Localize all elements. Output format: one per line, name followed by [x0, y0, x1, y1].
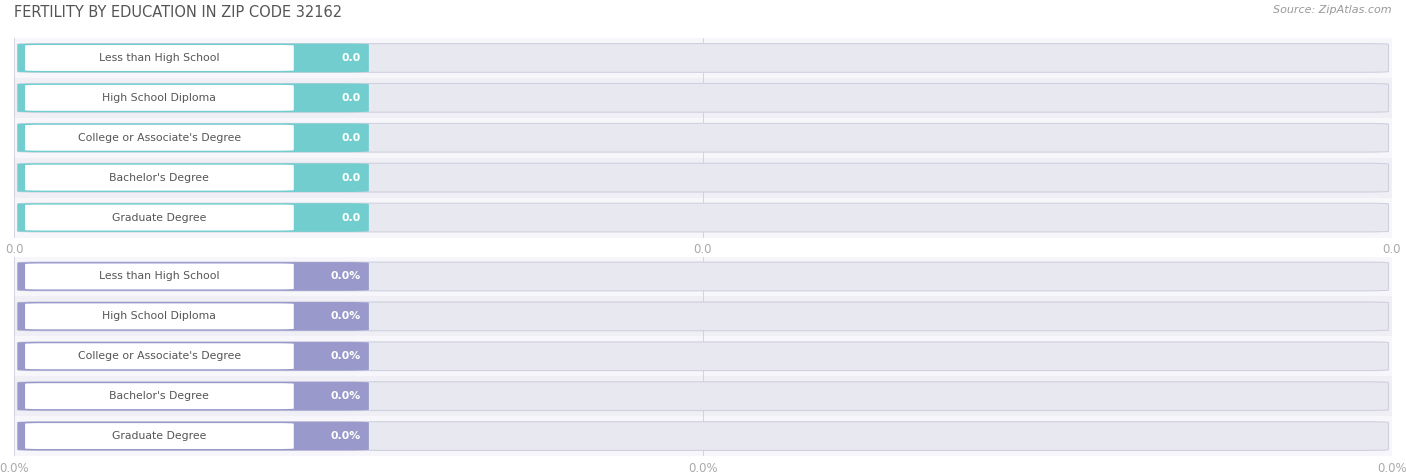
- Text: 0.0%: 0.0%: [330, 351, 360, 361]
- FancyBboxPatch shape: [17, 203, 1389, 232]
- FancyBboxPatch shape: [17, 382, 368, 410]
- FancyBboxPatch shape: [17, 262, 1389, 291]
- FancyBboxPatch shape: [17, 422, 368, 450]
- FancyBboxPatch shape: [17, 422, 1389, 450]
- Text: Bachelor's Degree: Bachelor's Degree: [110, 172, 209, 183]
- Text: 0.0: 0.0: [342, 53, 360, 63]
- FancyBboxPatch shape: [14, 38, 1392, 78]
- FancyBboxPatch shape: [25, 304, 294, 329]
- Text: Source: ZipAtlas.com: Source: ZipAtlas.com: [1274, 5, 1392, 15]
- FancyBboxPatch shape: [14, 336, 1392, 376]
- FancyBboxPatch shape: [14, 78, 1392, 118]
- Text: High School Diploma: High School Diploma: [103, 93, 217, 103]
- FancyBboxPatch shape: [14, 416, 1392, 456]
- FancyBboxPatch shape: [25, 205, 294, 230]
- Text: 0.0%: 0.0%: [330, 311, 360, 322]
- FancyBboxPatch shape: [17, 124, 368, 152]
- FancyBboxPatch shape: [14, 118, 1392, 158]
- FancyBboxPatch shape: [25, 383, 294, 409]
- Text: 0.0: 0.0: [342, 133, 360, 143]
- Text: Graduate Degree: Graduate Degree: [112, 431, 207, 441]
- Text: Graduate Degree: Graduate Degree: [112, 212, 207, 223]
- Text: FERTILITY BY EDUCATION IN ZIP CODE 32162: FERTILITY BY EDUCATION IN ZIP CODE 32162: [14, 5, 342, 20]
- Text: 0.0: 0.0: [342, 212, 360, 223]
- FancyBboxPatch shape: [17, 382, 1389, 410]
- FancyBboxPatch shape: [14, 296, 1392, 336]
- Text: Less than High School: Less than High School: [100, 53, 219, 63]
- FancyBboxPatch shape: [25, 85, 294, 111]
- Text: 0.0%: 0.0%: [330, 271, 360, 282]
- Text: Less than High School: Less than High School: [100, 271, 219, 282]
- FancyBboxPatch shape: [25, 165, 294, 190]
- FancyBboxPatch shape: [17, 342, 1389, 370]
- FancyBboxPatch shape: [17, 44, 368, 72]
- FancyBboxPatch shape: [25, 264, 294, 289]
- Text: College or Associate's Degree: College or Associate's Degree: [77, 133, 240, 143]
- FancyBboxPatch shape: [17, 302, 368, 331]
- Text: 0.0: 0.0: [342, 172, 360, 183]
- Text: 0.0: 0.0: [342, 93, 360, 103]
- FancyBboxPatch shape: [25, 45, 294, 71]
- FancyBboxPatch shape: [17, 342, 368, 370]
- Text: High School Diploma: High School Diploma: [103, 311, 217, 322]
- FancyBboxPatch shape: [25, 125, 294, 151]
- Text: College or Associate's Degree: College or Associate's Degree: [77, 351, 240, 361]
- FancyBboxPatch shape: [17, 302, 1389, 331]
- FancyBboxPatch shape: [17, 44, 1389, 72]
- Text: 0.0%: 0.0%: [330, 431, 360, 441]
- FancyBboxPatch shape: [17, 262, 368, 291]
- FancyBboxPatch shape: [17, 84, 1389, 112]
- FancyBboxPatch shape: [17, 124, 1389, 152]
- Text: 0.0%: 0.0%: [330, 391, 360, 401]
- FancyBboxPatch shape: [14, 198, 1392, 238]
- FancyBboxPatch shape: [14, 158, 1392, 198]
- Text: Bachelor's Degree: Bachelor's Degree: [110, 391, 209, 401]
- FancyBboxPatch shape: [25, 343, 294, 369]
- FancyBboxPatch shape: [17, 84, 368, 112]
- FancyBboxPatch shape: [17, 163, 1389, 192]
- FancyBboxPatch shape: [17, 203, 368, 232]
- FancyBboxPatch shape: [25, 423, 294, 449]
- FancyBboxPatch shape: [17, 163, 368, 192]
- FancyBboxPatch shape: [14, 376, 1392, 416]
- FancyBboxPatch shape: [14, 256, 1392, 296]
